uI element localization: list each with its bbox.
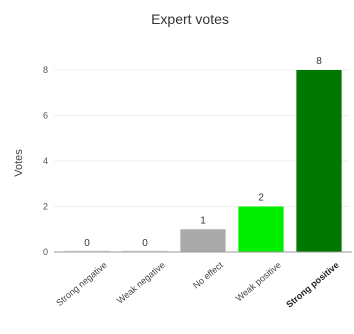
y-tick-label: 6 <box>43 111 48 121</box>
y-tick-label: 0 <box>43 247 48 257</box>
bars <box>64 70 342 252</box>
data-label: 1 <box>200 215 206 226</box>
x-categories: Strong negative Weak negative No effect Wea… <box>54 260 341 310</box>
data-label: 0 <box>84 238 90 249</box>
bar-no-effect <box>180 229 226 252</box>
bar-strong-positive <box>296 70 342 252</box>
data-label: 8 <box>316 56 322 67</box>
data-labels: 0 0 1 2 8 <box>84 56 322 249</box>
x-tick-label: Strong negative <box>54 260 109 308</box>
y-tick-label: 2 <box>43 202 48 212</box>
x-tick-label: No effect <box>191 260 225 291</box>
y-tick-label: 8 <box>43 65 48 75</box>
y-tick-label: 4 <box>43 156 48 166</box>
bar-weak-positive <box>238 206 284 252</box>
data-label: 0 <box>142 238 148 249</box>
x-tick-label: Weak negative <box>115 260 167 306</box>
bar-strong-negative <box>64 250 110 252</box>
y-axis-label: Votes <box>13 149 25 177</box>
x-tick-label: Strong positive <box>284 260 341 310</box>
data-label: 2 <box>258 193 264 204</box>
x-tick-label: Weak positive <box>234 260 283 304</box>
bar-weak-negative <box>122 250 168 252</box>
y-ticks: 0 2 4 6 8 <box>43 65 48 257</box>
chart-title: Expert votes <box>151 11 229 27</box>
